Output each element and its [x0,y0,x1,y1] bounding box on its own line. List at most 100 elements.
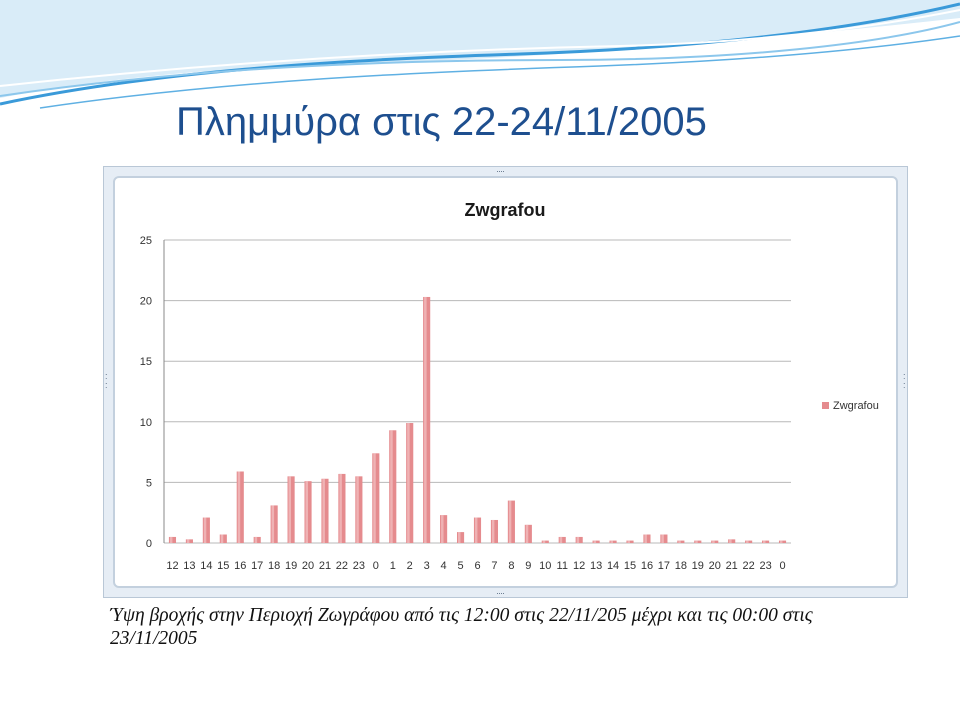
bar-highlight [559,536,563,543]
bar [185,539,193,543]
bar-highlight [305,481,308,543]
bar-highlight [763,540,766,543]
bar [541,540,549,543]
x-tick-label: 14 [607,560,619,572]
bar-highlight [373,453,376,543]
slide-title: Πλημμύρα στις 22-24/11/2005 [176,100,707,144]
x-tick-label: 9 [525,560,531,572]
resize-handle-right[interactable]: :: [903,371,906,390]
y-tick-label: 20 [140,296,152,308]
bar-highlight [525,524,529,543]
x-tick-label: 7 [491,560,497,572]
bar-highlight [627,540,630,543]
bar [406,423,414,543]
bar [389,430,397,543]
bar [236,471,244,543]
bar-highlight [491,519,495,543]
bar [304,481,312,543]
y-tick-label: 15 [140,356,152,368]
y-tick-label: 5 [146,477,152,489]
legend-swatch [822,402,829,409]
x-tick-label: 23 [759,560,771,572]
x-tick-label: 0 [779,560,785,572]
bar [575,536,583,543]
resize-handle-left[interactable]: :: [105,371,108,390]
bar-highlight [678,540,681,543]
bar [762,540,770,543]
bar-highlight [288,476,292,543]
bar-highlight [729,539,732,543]
bar-highlight [254,536,258,543]
bar-highlight [779,540,783,543]
bar-highlight [390,430,393,543]
x-tick-label: 6 [474,560,480,572]
bar [677,540,685,543]
bar-highlight [593,540,597,543]
bar [372,453,380,543]
bar-highlight [474,517,478,543]
x-tick-label: 16 [641,560,653,572]
bar-highlight [695,540,698,543]
bar-highlight [746,540,749,543]
bar [507,500,515,543]
bar-highlight [339,473,342,543]
x-tick-label: 12 [166,560,178,572]
x-tick-label: 4 [441,560,447,572]
x-tick-label: 17 [251,560,263,572]
x-tick-label: 13 [590,560,602,572]
bar [270,505,278,543]
chart-frame[interactable]: ···· ···· :: :: Zwgrafou 0 5 10 15 20 25 12 13 14… [103,166,908,598]
x-tick-label: 8 [508,560,514,572]
bar [660,534,668,543]
bar [592,540,600,543]
resize-handle-bottom[interactable]: ···· [496,588,505,598]
x-tick-label: 18 [675,560,687,572]
x-tick-label: 17 [658,560,670,572]
x-tick-label: 21 [319,560,331,572]
bar-highlight [186,539,190,543]
x-tick-label: 3 [424,560,430,572]
x-tick-label: 12 [573,560,585,572]
bar [202,517,210,543]
bar [473,517,482,543]
resize-handle-top[interactable]: ···· [496,166,505,176]
y-tick-label: 25 [140,235,152,247]
bar-highlight [457,532,461,543]
bar-highlight [712,540,715,543]
bar [440,515,448,543]
bar-highlight [237,471,241,543]
bar-highlight [322,478,325,543]
x-tick-label: 14 [200,560,212,572]
bar [711,540,719,543]
x-tick-label: 2 [407,560,413,572]
bar [287,476,295,543]
bar-highlight [508,500,512,543]
x-tick-label: 18 [268,560,280,572]
bar [253,536,261,543]
bar-highlight [407,423,410,543]
chart-area: Zwgrafou 0 5 10 15 20 25 12 13 14 15 16 17 18 19 20 21 22… [113,176,898,588]
bar-highlight [203,517,207,543]
x-tick-label: 23 [353,560,365,572]
bar [219,534,227,543]
x-tick-label: 22 [743,560,755,572]
y-tick-label: 0 [146,538,152,550]
bar [423,296,431,543]
x-tick-label: 1 [390,560,396,572]
x-tick-label: 13 [183,560,195,572]
slide-caption: Ύψη βροχής στην Περιοχή Ζωγράφου από τις… [110,605,813,649]
bar [558,536,566,543]
bar-highlight [576,536,580,543]
x-tick-label: 20 [302,560,314,572]
y-tick-label: 10 [140,417,152,429]
bar-highlight [644,534,647,543]
bar [728,539,736,543]
bar-highlight [356,476,359,543]
bar [524,524,532,543]
legend-label: Zwgrafou [833,400,879,412]
x-tick-label: 16 [234,560,246,572]
x-tick-label: 21 [726,560,738,572]
x-tick-label: 19 [285,560,297,572]
bar-highlight [441,515,444,543]
